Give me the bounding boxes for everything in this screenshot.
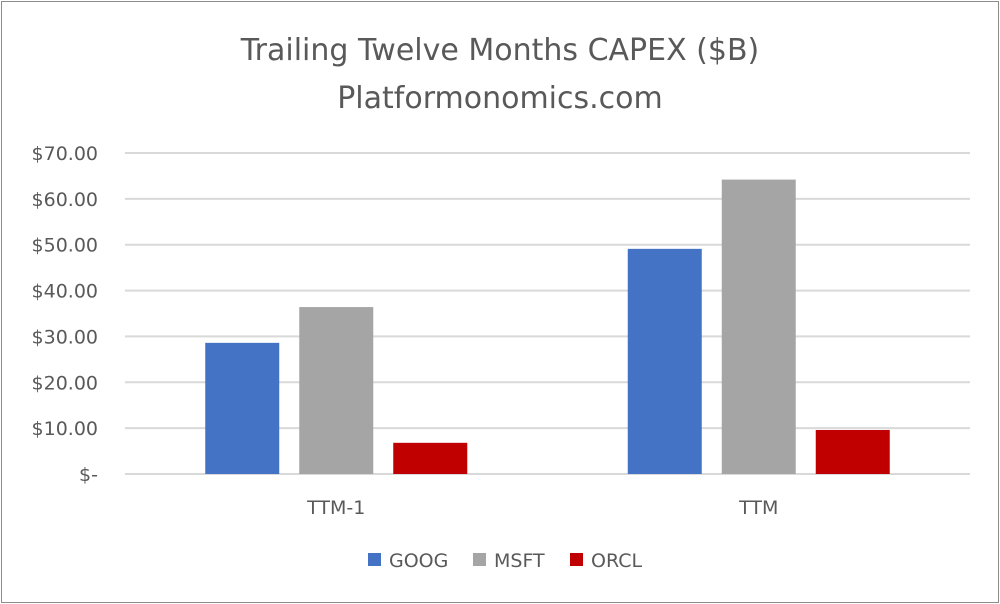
bar-goog-ttm bbox=[627, 248, 702, 474]
legend-swatch-goog bbox=[368, 553, 381, 566]
bar-orcl-ttm-1 bbox=[393, 442, 468, 474]
y-tick-label: $40.00 bbox=[32, 281, 98, 303]
legend-label-orcl: ORCL bbox=[591, 550, 642, 572]
legend-label-goog: GOOG bbox=[389, 550, 448, 572]
chart-subtitle: Platformonomics.com bbox=[337, 81, 663, 116]
legend-swatch-msft bbox=[473, 553, 486, 566]
y-axis-tick-labels: $- $10.00 $20.00 $30.00 $40.00 $50.00 $60.00 $7… bbox=[32, 143, 98, 486]
y-tick-label: $30.00 bbox=[32, 326, 98, 348]
y-tick-label: $60.00 bbox=[32, 189, 98, 211]
chart-title: Trailing Twelve Months CAPEX ($B) bbox=[240, 33, 760, 68]
legend-label-msft: MSFT bbox=[494, 550, 545, 572]
bar-orcl-ttm bbox=[815, 429, 890, 474]
x-axis-category-labels: TTM-1 TTM bbox=[306, 497, 778, 519]
y-tick-label: $70.00 bbox=[32, 143, 98, 165]
y-tick-label: $10.00 bbox=[32, 418, 98, 440]
y-tick-label: $- bbox=[79, 464, 98, 486]
x-category-label: TTM bbox=[738, 497, 778, 519]
x-category-label: TTM-1 bbox=[306, 497, 365, 519]
legend-swatch-orcl bbox=[570, 553, 583, 566]
bar-msft-ttm-1 bbox=[299, 307, 374, 474]
bar-goog-ttm-1 bbox=[205, 342, 280, 474]
legend: GOOG MSFT ORCL bbox=[368, 550, 642, 572]
bars bbox=[205, 179, 890, 474]
y-tick-label: $20.00 bbox=[32, 372, 98, 394]
y-tick-label: $50.00 bbox=[32, 235, 98, 257]
bar-msft-ttm bbox=[721, 179, 796, 474]
